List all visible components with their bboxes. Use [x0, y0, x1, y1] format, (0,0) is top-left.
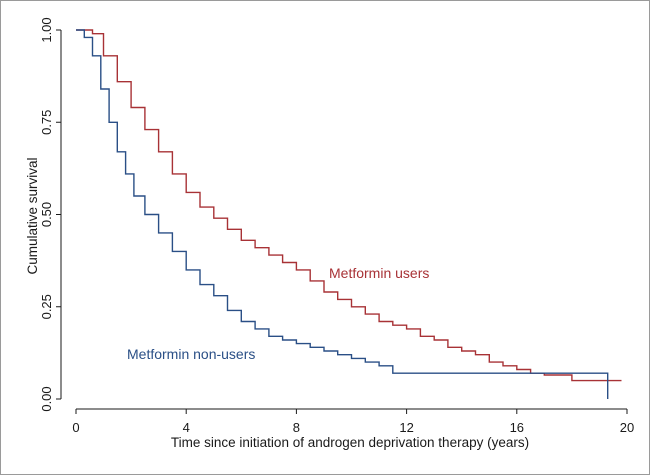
y-tick-label: 0.00 [39, 386, 54, 411]
x-tick-label: 20 [620, 420, 634, 435]
series-lines [76, 29, 622, 399]
series-line-metformin-users [76, 29, 622, 382]
x-tick-label: 8 [293, 420, 300, 435]
y-tick-label: 0.25 [39, 294, 54, 319]
y-axis-label: Cumulative survival [25, 157, 40, 274]
y-tick-label: 0.75 [39, 110, 54, 135]
series-labels: Metformin users Metformin non-users [127, 265, 429, 362]
x-axis-label: Time since initiation of androgen depriv… [171, 435, 529, 450]
series-line-metformin-non-users [76, 29, 609, 399]
x-tick-label: 0 [72, 420, 79, 435]
axes: 0 4 8 12 16 20 0.00 0.25 0.50 0.75 1.00 [39, 17, 634, 435]
y-tick-label: 1.00 [39, 17, 54, 42]
series-label-metformin-non-users: Metformin non-users [127, 346, 255, 362]
x-tick-label: 4 [183, 420, 190, 435]
series-label-metformin-users: Metformin users [329, 265, 429, 281]
y-tick-label: 0.50 [39, 202, 54, 227]
x-tick-label: 12 [399, 420, 413, 435]
x-tick-label: 16 [510, 420, 524, 435]
